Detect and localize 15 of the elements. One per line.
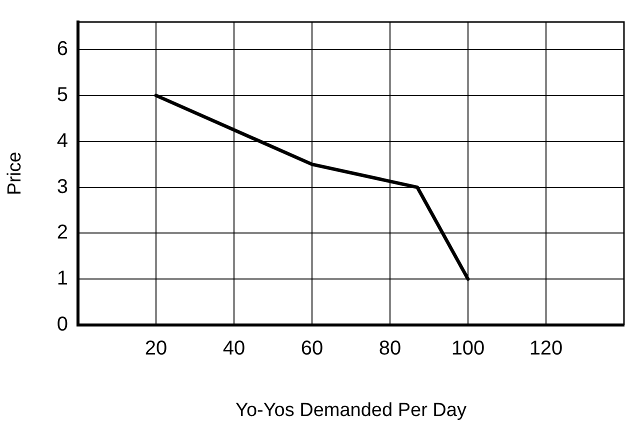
- y-tick-label: 6: [56, 38, 68, 60]
- x-tick-label: 60: [300, 338, 324, 360]
- x-axis-title: Yo-Yos Demanded Per Day: [236, 400, 467, 421]
- y-tick-label: 3: [56, 176, 68, 198]
- x-tick-label: 120: [529, 338, 563, 360]
- y-tick-label: 4: [56, 130, 68, 152]
- x-tick-label: 80: [378, 338, 402, 360]
- x-tick-label: 100: [451, 338, 485, 360]
- y-axis-title: Price: [4, 152, 26, 196]
- y-tick-label: 2: [56, 222, 68, 244]
- y-tick-label: 5: [56, 84, 68, 106]
- y-tick-label: 1: [56, 268, 68, 290]
- x-tick-label: 20: [144, 338, 168, 360]
- y-tick-label: 0: [56, 314, 68, 336]
- x-tick-label: 40: [222, 338, 246, 360]
